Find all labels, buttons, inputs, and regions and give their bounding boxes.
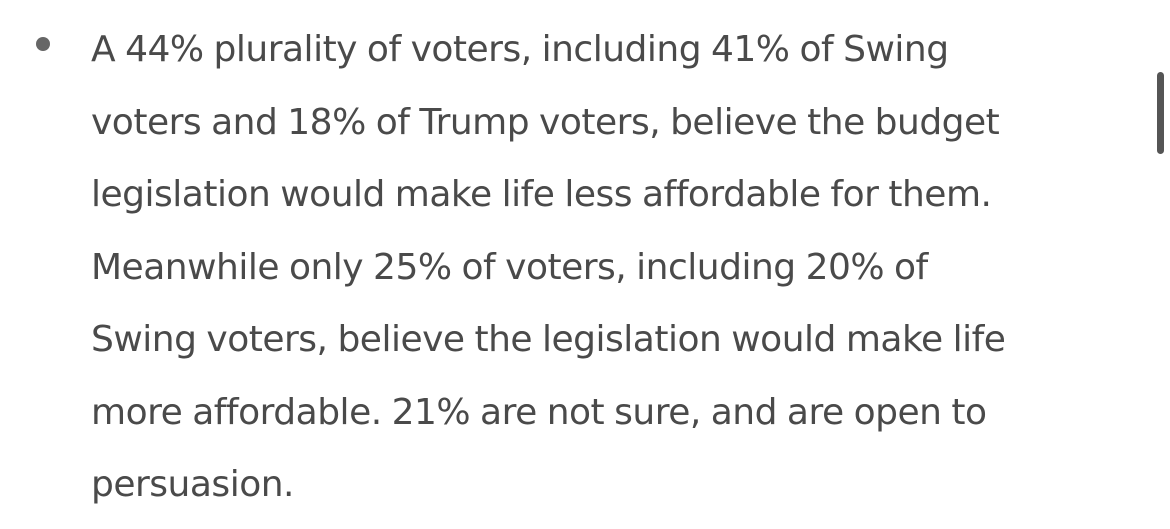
paragraph-line-4: Meanwhile only 25% of voters, including …	[91, 246, 928, 288]
bullet-icon	[36, 37, 50, 51]
paragraph-line-5: Swing voters, believe the legislation wo…	[91, 319, 1006, 360]
bullet-paragraph: A 44% plurality of voters, including 41%…	[91, 14, 1141, 522]
paragraph-line-7: persuasion.	[91, 464, 294, 505]
paragraph-line-3: legislation would make life less afforda…	[91, 174, 992, 215]
paragraph-line-2: voters and 18% of Trump voters, believe …	[91, 101, 1000, 143]
paragraph-line-6: more affordable. 21% are not sure, and a…	[91, 391, 987, 433]
scrollbar-thumb[interactable]	[1157, 72, 1164, 154]
paragraph-line-1: A 44% plurality of voters, including 41%…	[91, 29, 949, 70]
vertical-scrollbar[interactable]	[1152, 0, 1170, 529]
